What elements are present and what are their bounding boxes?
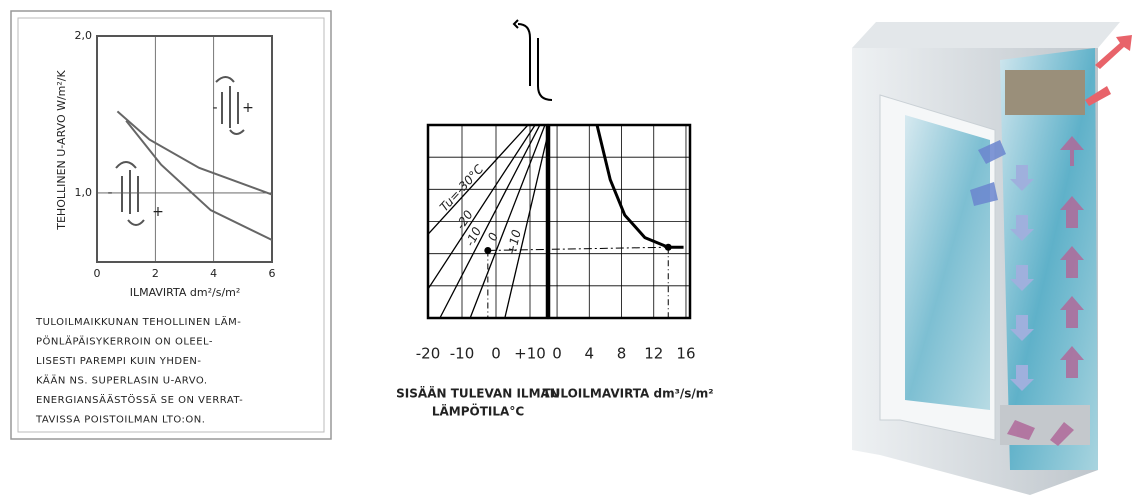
sign: + xyxy=(152,204,164,220)
y-tick-label: 1,0 xyxy=(75,186,93,199)
x-tick-label: 0 xyxy=(491,345,501,363)
note-line: LISESTI PAREMPI KUIN YHDEN- xyxy=(36,356,202,367)
x-tick-label: 6 xyxy=(269,267,276,280)
y-axis-title: TEHOLLINEN U-ARVO W/m²/K xyxy=(55,69,68,230)
sign: + xyxy=(242,100,254,116)
x-tick-label: 4 xyxy=(210,267,217,280)
x-axis-title: SISÄÄN TULEVAN ILMAN xyxy=(396,386,560,401)
x-tick-label: 4 xyxy=(585,345,595,363)
note-line: TULOILMAIKKUNAN TEHOLLINEN LÄM- xyxy=(35,315,241,328)
line-label: 0 xyxy=(485,230,501,243)
x-tick-label: 12 xyxy=(644,345,663,363)
page: 02461,02,0-20-100+10Tu=-30°C-20-100+1004… xyxy=(0,0,1139,502)
note-line: PÖNLÄPÄISYKERROIN ON OLEEL- xyxy=(36,335,213,348)
x-tick-label: +10 xyxy=(514,345,546,363)
x-axis-title: TULOILMAVIRTA dm³/s/m² xyxy=(542,387,713,401)
x-tick-label: 16 xyxy=(676,345,695,363)
series-line xyxy=(597,125,684,247)
x-tick-label: 0 xyxy=(94,267,101,280)
series-line xyxy=(505,138,547,318)
x-axis-title: ILMAVIRTA dm²/s/m² xyxy=(130,286,241,299)
note-line: KÄÄN NS. SUPERLASIN U-ARVO. xyxy=(36,374,208,387)
sign: - xyxy=(107,185,112,201)
x-tick-label: 2 xyxy=(152,267,159,280)
note-line: TAVISSA POISTOILMAN LTO:ON. xyxy=(35,415,205,426)
window-illustration xyxy=(852,22,1132,495)
sign: - xyxy=(212,100,217,116)
x-tick-label: -20 xyxy=(416,345,441,363)
x-axis-title: LÄMPÖTILA°C xyxy=(432,404,524,419)
flow-icon xyxy=(514,20,552,100)
x-tick-label: -10 xyxy=(450,345,475,363)
y-tick-label: 2,0 xyxy=(75,29,93,42)
note-line: ENERGIANSÄÄSTÖSSÄ SE ON VERRAT- xyxy=(36,393,243,406)
x-tick-label: 8 xyxy=(617,345,627,363)
x-tick-label: 0 xyxy=(552,345,562,363)
